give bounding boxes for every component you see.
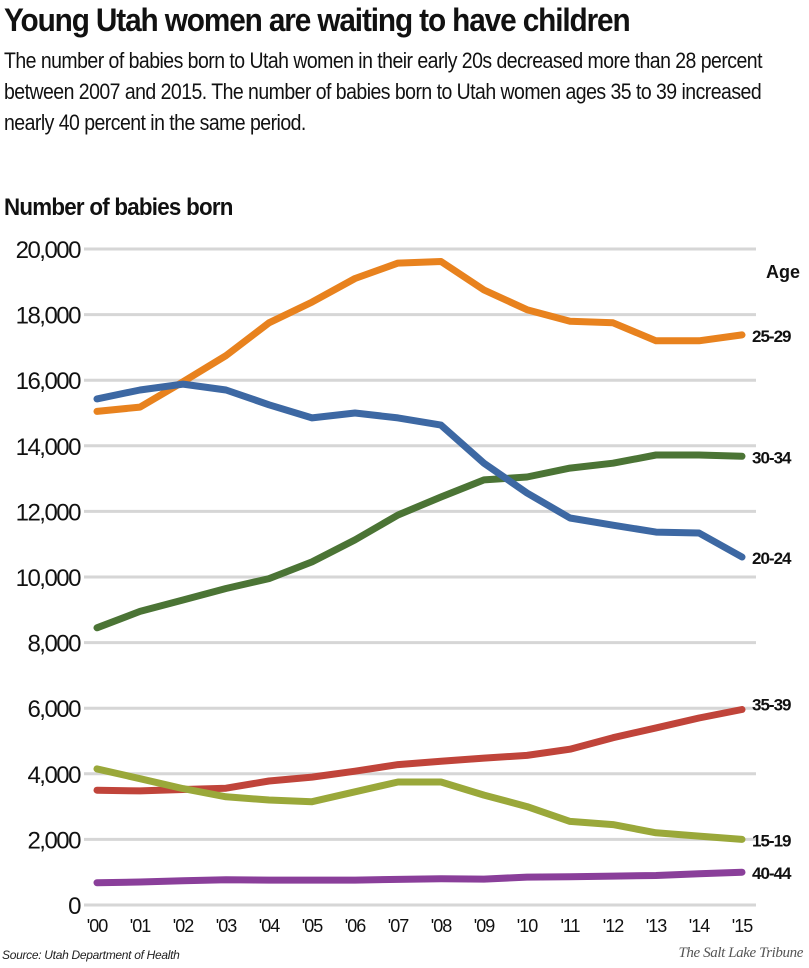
series-line-35-39 bbox=[93, 706, 746, 795]
x-tick-label: '08 bbox=[431, 916, 452, 936]
x-tick-label: '06 bbox=[345, 916, 366, 936]
chart-subtitle: The number of babies born to Utah women … bbox=[4, 48, 763, 135]
series-end-label: 20-24 bbox=[752, 549, 792, 568]
y-tick-label: 4,000 bbox=[27, 762, 81, 789]
x-tick-label: '15 bbox=[732, 916, 753, 936]
y-tick-label: 20,000 bbox=[16, 237, 82, 264]
y-tick-label: 6,000 bbox=[27, 696, 81, 723]
y-axis-title: Number of babies born bbox=[4, 194, 233, 221]
x-tick-label: '10 bbox=[517, 916, 538, 936]
x-tick-label: '01 bbox=[130, 916, 151, 936]
series-end-label: 15-19 bbox=[752, 831, 791, 850]
y-tick-label: 16,000 bbox=[16, 368, 82, 395]
x-tick-label: '02 bbox=[173, 916, 194, 936]
series-end-label: 30-34 bbox=[752, 448, 792, 467]
series-line-20-24 bbox=[93, 380, 746, 561]
series-end-label: 40-44 bbox=[752, 864, 792, 883]
y-tick-label: 2,000 bbox=[27, 827, 81, 854]
x-tick-label: '07 bbox=[388, 916, 409, 936]
x-tick-label: '00 bbox=[87, 916, 108, 936]
y-tick-label: 12,000 bbox=[16, 499, 82, 526]
x-tick-label: '13 bbox=[646, 916, 667, 936]
y-tick-label: 10,000 bbox=[16, 565, 82, 592]
x-tick-label: '12 bbox=[603, 916, 624, 936]
y-tick-label: 14,000 bbox=[16, 434, 82, 461]
y-axis-ticks: 0 2,000 4,000 6,000 8,000 10,000 12,000 14,000 1… bbox=[16, 237, 83, 920]
publisher-credit: The Salt Lake Tribune bbox=[678, 945, 803, 961]
x-tick-label: '09 bbox=[474, 916, 495, 936]
series-line-25-29 bbox=[93, 258, 746, 415]
x-tick-label: '11 bbox=[560, 916, 580, 936]
series-end-label: 25-29 bbox=[752, 327, 791, 346]
x-tick-label: '03 bbox=[216, 916, 237, 936]
series-line-40-44 bbox=[93, 868, 746, 887]
y-tick-label: 0 bbox=[68, 893, 81, 920]
x-tick-label: '04 bbox=[259, 916, 280, 936]
gridlines bbox=[84, 247, 756, 907]
series-line-15-19 bbox=[93, 765, 746, 843]
series-labels: 25-29 30-34 20-24 35-39 15-19 40-44 bbox=[752, 327, 793, 883]
legend-title: Age bbox=[766, 262, 800, 282]
y-tick-label: 8,000 bbox=[27, 631, 81, 658]
x-tick-label: '05 bbox=[302, 916, 323, 936]
series-line-30-34 bbox=[93, 451, 746, 632]
series-lines bbox=[93, 258, 746, 887]
x-axis-ticks: '00 '01 '02 '03 '04 '05 '06 '07 '08 '09 '10 '11 '12 '… bbox=[87, 916, 754, 936]
y-tick-label: 18,000 bbox=[16, 303, 82, 330]
x-tick-label: '14 bbox=[689, 916, 710, 936]
source-note: Source: Utah Department of Health bbox=[2, 948, 180, 962]
series-end-label: 35-39 bbox=[752, 696, 791, 715]
chart-title: Young Utah women are waiting to have chi… bbox=[4, 2, 631, 38]
